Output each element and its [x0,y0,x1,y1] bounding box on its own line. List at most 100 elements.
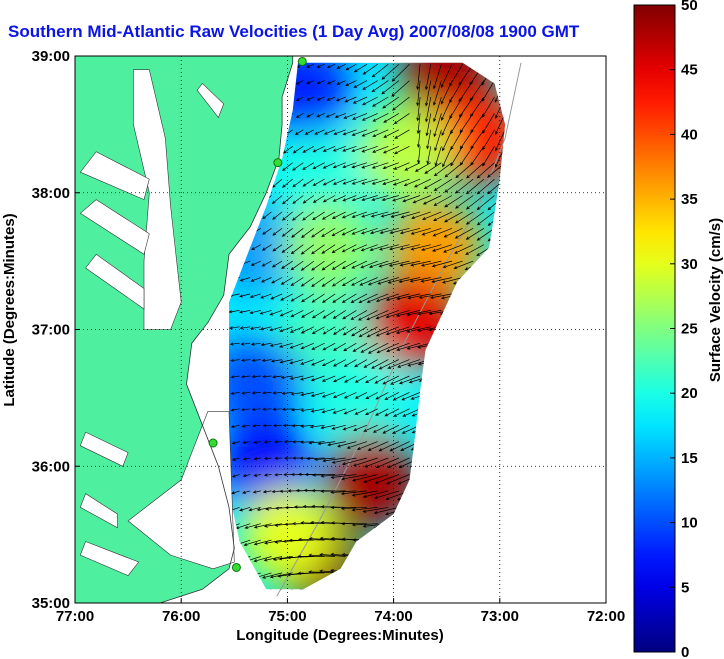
velocity-arrow [394,129,410,139]
inland-water [133,69,182,330]
velocity-arrow [358,293,378,304]
velocity-arrow [239,293,251,298]
velocity-arrow [330,474,357,479]
velocity-arrow [351,490,378,497]
velocity-arrow [470,113,485,134]
velocity-arrow [300,244,315,255]
velocity-arrow [360,260,378,269]
velocity-arrow [410,227,431,235]
velocity-arrow [366,293,389,303]
velocity-arrow [351,260,368,269]
velocity-arrow [342,178,357,185]
x-tick-label: 76:00 [162,608,200,625]
velocity-cell [356,103,453,200]
velocity-arrow [482,146,495,167]
velocity-arrow [326,63,336,69]
velocity-arrow [312,178,325,187]
velocity-arrow [354,408,368,415]
velocity-arrow [290,408,304,412]
velocity-arrow [332,408,346,414]
velocity-arrow [282,423,293,428]
velocity-arrow [382,96,400,109]
velocity-arrow [340,506,368,511]
velocity-arrow [313,457,336,462]
velocity-arrow [351,178,368,185]
velocity-arrow [302,145,315,153]
velocity-arrow [300,359,315,365]
velocity-arrow [333,375,346,383]
velocity-arrow [455,211,474,224]
velocity-arrow [482,129,495,151]
velocity-arrow [392,195,410,202]
velocity-arrow [304,472,325,477]
y-tick-label: 35:00 [32,595,70,612]
velocity-arrow [444,211,463,223]
velocity-arrow [290,293,304,302]
velocity-arrow [365,375,378,383]
velocity-arrow [302,504,325,509]
velocity-arrow [282,195,293,205]
inland-water [79,199,150,255]
velocity-arrow [393,162,410,170]
velocity-arrow [250,277,261,282]
y-axis-label: Latitude (Degrees:Minutes) [1,213,18,406]
velocity-arrow [459,129,474,150]
velocity-arrow [290,244,304,255]
velocity-arrow [322,326,336,335]
velocity-arrow [389,441,410,452]
velocity-cell [281,199,378,296]
velocity-arrow [360,244,378,252]
velocity-arrow [322,342,336,351]
velocity-arrow [291,424,304,428]
velocity-arrow [311,277,325,287]
velocity-arrow [242,473,251,478]
velocity-arrow [229,342,240,346]
velocity-arrow [401,392,421,401]
velocity-arrow [420,277,442,283]
velocity-arrow [345,80,357,86]
velocity-arrow [385,326,410,336]
inland-water [79,541,140,576]
velocity-arrow [300,392,314,397]
velocity-arrow [312,211,325,221]
velocity-arrow [416,96,421,122]
velocity-arrow [431,260,453,268]
velocity-arrow [308,441,325,445]
velocity-arrow [465,211,485,225]
velocity-arrow [284,456,293,460]
velocity-arrow [369,244,389,251]
velocity-arrow [290,277,304,286]
velocity-arrow [433,113,442,138]
velocity-arrow [361,145,378,153]
velocity-arrow [375,310,400,320]
velocity-arrow [331,244,346,253]
velocity-arrow [397,359,421,368]
velocity-arrow [343,359,357,367]
velocity-arrow [282,178,293,188]
velocity-arrow [454,227,474,239]
velocity-arrow [425,113,432,137]
velocity-arrow [351,211,368,218]
inland-water [79,493,118,529]
velocity-arrow [250,342,261,346]
velocity-arrow [231,474,240,478]
radar-site-marker [273,158,283,168]
velocity-arrow [352,342,368,352]
velocity-arrow [343,113,357,119]
velocity-arrow [240,342,251,346]
velocity-arrow [260,277,272,283]
velocity-arrow [363,424,378,432]
velocity-arrow [295,96,304,101]
velocity-arrow [343,408,357,415]
velocity-arrow [387,277,410,284]
velocity-arrow [295,80,304,85]
velocity-arrow [366,326,389,338]
velocity-arrow [379,244,399,251]
velocity-arrow [292,146,304,154]
velocity-arrow [379,227,399,235]
velocity-arrow [402,408,421,417]
radar-sites [208,56,307,572]
velocity-arrow [331,211,346,219]
velocity-arrow [260,293,272,299]
velocity-arrow [241,424,251,428]
